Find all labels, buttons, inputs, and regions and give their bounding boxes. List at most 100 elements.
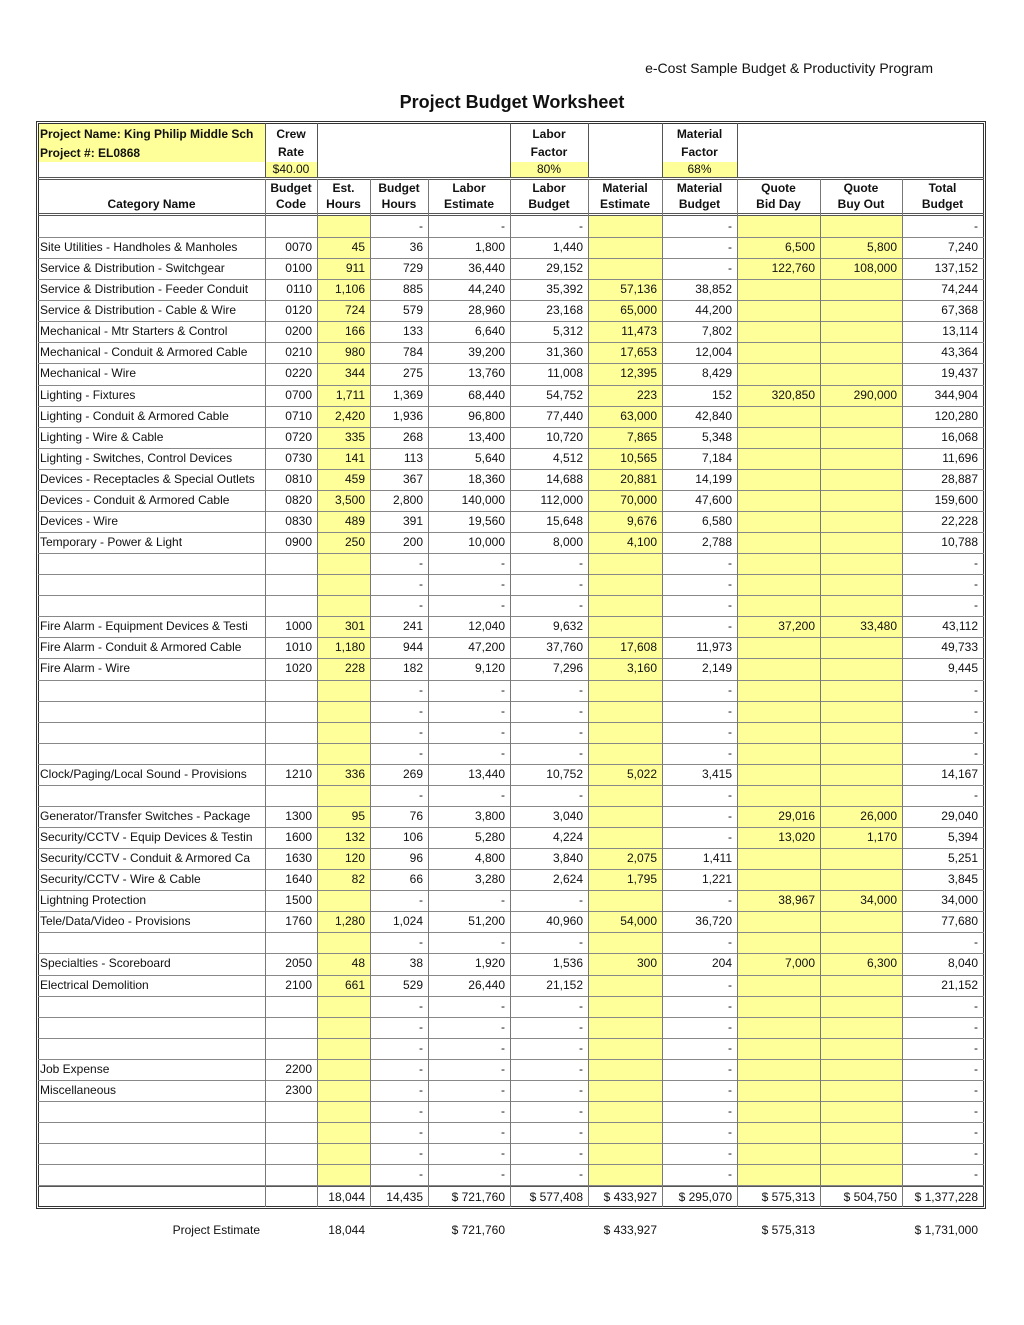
column-header: Budget (528, 197, 570, 211)
factor-label: Crew (276, 127, 306, 141)
value-cell: 6,640 (474, 324, 505, 339)
value-cell: - (728, 619, 732, 634)
value-cell: 10,565 (620, 450, 657, 465)
grid-line (265, 179, 266, 1208)
column-header: Estimate (599, 197, 651, 211)
value-cell: - (728, 1167, 732, 1182)
value-cell: - (974, 577, 978, 592)
value-cell: 47,200 (468, 640, 505, 655)
value-cell: - (728, 998, 732, 1013)
value-cell: 9,632 (552, 619, 583, 634)
value-cell: - (728, 703, 732, 718)
value-cell: 1,411 (702, 851, 732, 866)
value-cell: - (728, 745, 732, 760)
value-cell: 1,795 (626, 872, 657, 887)
category-cell: Devices - Wire (40, 513, 119, 528)
value-cell: 5,251 (947, 851, 978, 866)
category-cell: Fire Alarm - Wire (40, 661, 130, 676)
row-line (38, 763, 984, 765)
value-cell: 166 (344, 324, 365, 339)
value-cell: 10,788 (941, 535, 978, 550)
value-cell: - (974, 1125, 978, 1139)
value-cell: 74,244 (941, 282, 978, 297)
value-cell: 44,240 (468, 282, 505, 297)
category-cell: Lighting - Wire & Cable (40, 429, 164, 444)
value-cell: - (579, 556, 583, 571)
grid-line (38, 215, 984, 216)
value-cell: 49,733 (941, 640, 978, 655)
value-cell: 67,368 (941, 303, 978, 318)
value-cell: 241 (402, 619, 423, 634)
row-line (38, 489, 984, 491)
value-cell: 0070 (285, 240, 312, 255)
grid-line (510, 179, 511, 1208)
value-cell: 10,000 (468, 535, 505, 550)
value-cell: 3,280 (474, 872, 505, 887)
title: Project Budget Worksheet (399, 92, 625, 112)
value-cell: - (728, 1019, 732, 1034)
value-cell: 34,000 (860, 893, 897, 908)
value-cell: 12,004 (695, 345, 732, 360)
value-cell: 35,392 (546, 282, 583, 297)
value-cell: 579 (402, 303, 423, 318)
value-cell: 320,850 (771, 387, 815, 402)
value-cell: 11,973 (696, 640, 732, 655)
category-cell: Lighting - Fixtures (40, 387, 136, 402)
value-cell: - (728, 724, 732, 739)
value-cell: 12,040 (468, 619, 505, 634)
value-cell: 38 (409, 956, 423, 971)
value-cell: 26,000 (860, 808, 897, 823)
value-cell: 76 (409, 808, 423, 823)
value-cell: - (579, 893, 583, 908)
value-cell: - (419, 598, 423, 613)
value-cell: 16,068 (941, 429, 978, 444)
grid-line (38, 177, 984, 178)
value-cell: 9,676 (626, 513, 657, 528)
value-cell: 301 (344, 619, 365, 634)
value-cell: 4,224 (552, 830, 583, 845)
value-cell: 13,114 (942, 324, 978, 339)
row-line (38, 321, 984, 323)
grid-line (317, 123, 318, 178)
value-cell: 300 (636, 956, 657, 971)
value-cell: 3,800 (474, 808, 505, 823)
grid-line (902, 179, 903, 1208)
row-line (38, 405, 984, 407)
value-cell: - (579, 998, 583, 1013)
value-cell: 0810 (285, 471, 312, 486)
value-cell: 1300 (285, 808, 312, 823)
inner-border (38, 123, 984, 1208)
value-cell: - (728, 830, 732, 845)
category-cell: Miscellaneous (40, 1082, 117, 1097)
factor-value: 80% (536, 162, 562, 176)
row-line (38, 637, 984, 639)
value-cell: 141 (344, 450, 365, 465)
value-cell: 21,152 (941, 977, 978, 992)
value-cell: 0210 (285, 345, 312, 360)
value-cell: 3,840 (552, 851, 583, 866)
category-cell: Lightning Protection (40, 893, 147, 908)
value-cell: - (728, 787, 732, 802)
value-cell: 17,653 (620, 345, 657, 360)
value-cell: - (419, 682, 423, 697)
value-cell: 29,016 (778, 808, 815, 823)
value-cell: 5,640 (474, 450, 505, 465)
value-cell: 729 (402, 261, 423, 276)
row-line (38, 784, 984, 786)
value-cell: - (501, 1125, 505, 1139)
row-line (38, 447, 984, 449)
value-cell: 2100 (285, 977, 312, 992)
value-cell: 6,500 (784, 240, 815, 255)
value-cell: 40,960 (546, 914, 583, 929)
row-line (38, 1058, 984, 1060)
value-cell: 21,152 (546, 977, 583, 992)
value-cell: - (501, 787, 505, 802)
value-cell: 269 (402, 766, 423, 781)
value-cell: 5,022 (626, 766, 657, 781)
value-cell: 724 (344, 303, 365, 318)
value-cell: 11,008 (547, 366, 583, 381)
value-cell: - (501, 577, 505, 592)
value-cell: 0100 (285, 261, 312, 276)
value-cell: 250 (344, 535, 365, 550)
